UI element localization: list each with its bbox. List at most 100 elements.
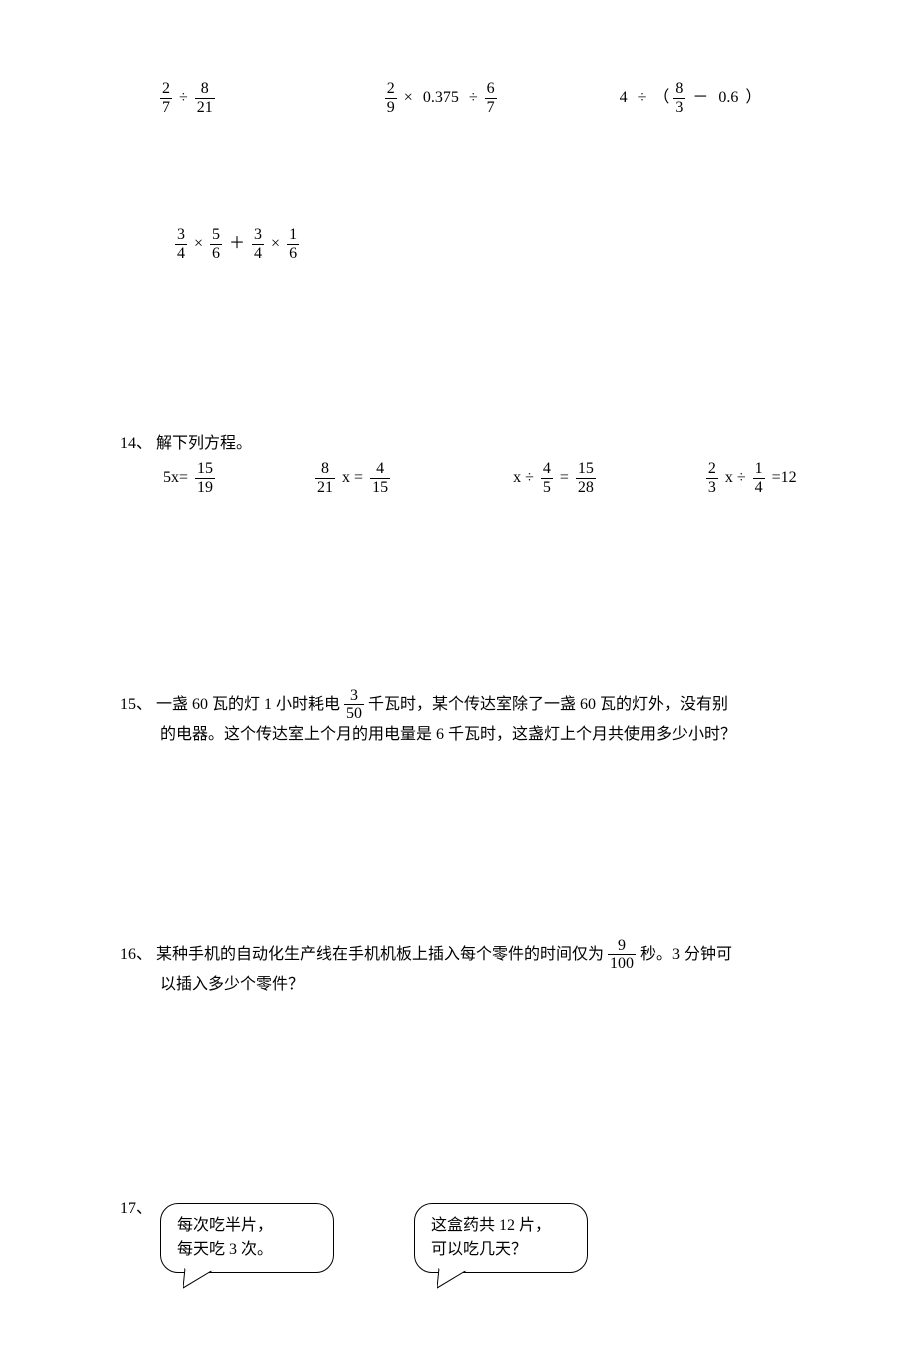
fraction: 8 21 bbox=[195, 80, 215, 116]
operator-multiply: × bbox=[268, 232, 283, 256]
numerator: 3 bbox=[252, 226, 264, 245]
fraction: 2 3 bbox=[706, 460, 718, 496]
numerator: 8 bbox=[195, 80, 215, 99]
question-number: 15、 bbox=[120, 695, 152, 712]
numerator: 4 bbox=[370, 460, 390, 479]
question-15-line2: 的电器。这个传达室上个月的用电量是 6 千瓦时，这盏灯上个月共使用多少小时？ bbox=[160, 723, 800, 747]
expr-2: 2 9 × 0.375 ÷ 6 7 bbox=[385, 80, 497, 116]
denominator: 6 bbox=[287, 245, 299, 263]
speech-bubble-2: 这盒药共 12 片， 可以吃几天？ bbox=[414, 1203, 588, 1273]
equation-2: 8 21 x = 4 15 bbox=[315, 460, 390, 496]
fraction: 8 3 bbox=[673, 80, 685, 116]
speech-tail-icon bbox=[183, 1268, 217, 1290]
operator-divide: ÷ bbox=[466, 86, 481, 110]
question-17: 17、 每次吃半片， 每天吃 3 次。 这盒药共 12 片， 可以吃几天？ bbox=[120, 1197, 800, 1273]
fraction: 5 6 bbox=[210, 226, 222, 262]
fraction: 4 15 bbox=[370, 460, 390, 496]
denominator: 15 bbox=[370, 479, 390, 497]
question-15: 15、 一盏 60 瓦的灯 1 小时耗电 3 50 千瓦时，某个传达室除了一盏 … bbox=[120, 687, 800, 747]
bubble-text: 每天吃 3 次。 bbox=[177, 1238, 317, 1262]
numerator: 9 bbox=[608, 937, 636, 956]
numerator: 8 bbox=[315, 460, 335, 479]
denominator: 4 bbox=[175, 245, 187, 263]
numerator: 15 bbox=[576, 460, 596, 479]
denominator: 7 bbox=[160, 99, 172, 117]
operator-plus: ＋ bbox=[226, 232, 248, 256]
question-text: 一盏 60 瓦的灯 1 小时耗电 bbox=[156, 695, 340, 712]
fraction: 4 5 bbox=[541, 460, 553, 496]
denominator: 50 bbox=[344, 705, 364, 723]
denominator: 9 bbox=[385, 99, 397, 117]
right-paren: ） bbox=[745, 89, 761, 106]
numerator: 3 bbox=[175, 226, 187, 245]
question-text: 以插入多少个零件？ bbox=[160, 976, 304, 993]
expr-4: 3 4 × 5 6 ＋ 3 4 × 1 6 bbox=[175, 226, 299, 262]
question-text: 千瓦时，某个传达室除了一盏 60 瓦的灯外，没有别 bbox=[368, 695, 728, 712]
rhs: =12 bbox=[769, 466, 800, 490]
expr-3: 4 ÷ （ 8 3 － 0.6 ） bbox=[617, 80, 762, 116]
operator-divide: ÷ bbox=[176, 86, 191, 110]
denominator: 6 bbox=[210, 245, 222, 263]
question-number: 16、 bbox=[120, 946, 152, 963]
equation-4: 2 3 x ÷ 1 4 =12 bbox=[706, 460, 800, 496]
bubble-text: 这盒药共 12 片， bbox=[431, 1214, 571, 1238]
question-text: 的电器。这个传达室上个月的用电量是 6 千瓦时，这盏灯上个月共使用多少小时？ bbox=[160, 726, 736, 743]
equation-row: 5x= 15 19 8 21 x = 4 15 x ÷ bbox=[160, 460, 800, 496]
fraction: 1 6 bbox=[287, 226, 299, 262]
numerator: 2 bbox=[160, 80, 172, 99]
mid: x ÷ bbox=[722, 466, 749, 490]
question-16-line1: 16、 某种手机的自动化生产线在手机机板上插入每个零件的时间仅为 9 100 秒… bbox=[120, 937, 800, 973]
fraction: 2 7 bbox=[160, 80, 172, 116]
fraction: 3 4 bbox=[252, 226, 264, 262]
question-16: 16、 某种手机的自动化生产线在手机机板上插入每个零件的时间仅为 9 100 秒… bbox=[120, 937, 800, 997]
denominator: 3 bbox=[706, 479, 718, 497]
fraction: 6 7 bbox=[485, 80, 497, 116]
fraction: 3 50 bbox=[344, 687, 364, 723]
denominator: 28 bbox=[576, 479, 596, 497]
operator-multiply: × bbox=[401, 86, 416, 110]
question-14-header: 14、 解下列方程。 bbox=[120, 432, 800, 456]
fraction: 1 4 bbox=[753, 460, 765, 496]
operator-divide: ÷ bbox=[635, 86, 650, 110]
left-paren: （ bbox=[653, 89, 669, 106]
numerator: 2 bbox=[706, 460, 718, 479]
operator-multiply: × bbox=[191, 232, 206, 256]
denominator: 100 bbox=[608, 955, 636, 973]
expr-1: 2 7 ÷ 8 21 bbox=[160, 80, 215, 116]
speech-bubble-row: 每次吃半片， 每天吃 3 次。 这盒药共 12 片， 可以吃几天？ bbox=[160, 1203, 800, 1273]
numerator: 5 bbox=[210, 226, 222, 245]
denominator: 5 bbox=[541, 479, 553, 497]
decimal-value: 0.375 bbox=[420, 86, 462, 110]
question-16-line2: 以插入多少个零件？ bbox=[160, 973, 800, 997]
question-14: 14、 解下列方程。 5x= 15 19 8 21 x = 4 15 bbox=[120, 432, 800, 496]
denominator: 3 bbox=[673, 99, 685, 117]
denominator: 4 bbox=[753, 479, 765, 497]
question-text: 秒。3 分钟可 bbox=[640, 946, 732, 963]
denominator: 7 bbox=[485, 99, 497, 117]
question-title: 解下列方程。 bbox=[156, 435, 252, 452]
fraction: 3 4 bbox=[175, 226, 187, 262]
denominator: 19 bbox=[195, 479, 215, 497]
decimal-value: 0.6 bbox=[715, 86, 741, 110]
numerator: 6 bbox=[485, 80, 497, 99]
numerator: 4 bbox=[541, 460, 553, 479]
numerator: 1 bbox=[287, 226, 299, 245]
denominator: 21 bbox=[195, 99, 215, 117]
operator-minus: － bbox=[689, 86, 711, 110]
fraction: 15 28 bbox=[576, 460, 596, 496]
question-number: 14、 bbox=[120, 435, 152, 452]
expression-row-1: 2 7 ÷ 8 21 2 9 × 0.375 ÷ 6 7 4 ÷ bbox=[160, 80, 800, 116]
fraction: 15 19 bbox=[195, 460, 215, 496]
denominator: 21 bbox=[315, 479, 335, 497]
bubble-text: 每次吃半片， bbox=[177, 1214, 317, 1238]
question-15-line1: 15、 一盏 60 瓦的灯 1 小时耗电 3 50 千瓦时，某个传达室除了一盏 … bbox=[120, 687, 800, 723]
equals: = bbox=[557, 466, 572, 490]
fraction: 2 9 bbox=[385, 80, 397, 116]
speech-tail-icon bbox=[437, 1268, 471, 1290]
question-text: 某种手机的自动化生产线在手机机板上插入每个零件的时间仅为 bbox=[156, 946, 604, 963]
mid: x = bbox=[339, 466, 366, 490]
integer-value: 4 bbox=[617, 86, 631, 110]
denominator: 4 bbox=[252, 245, 264, 263]
question-number: 17、 bbox=[120, 1200, 152, 1217]
equation-1: 5x= 15 19 bbox=[160, 460, 215, 496]
